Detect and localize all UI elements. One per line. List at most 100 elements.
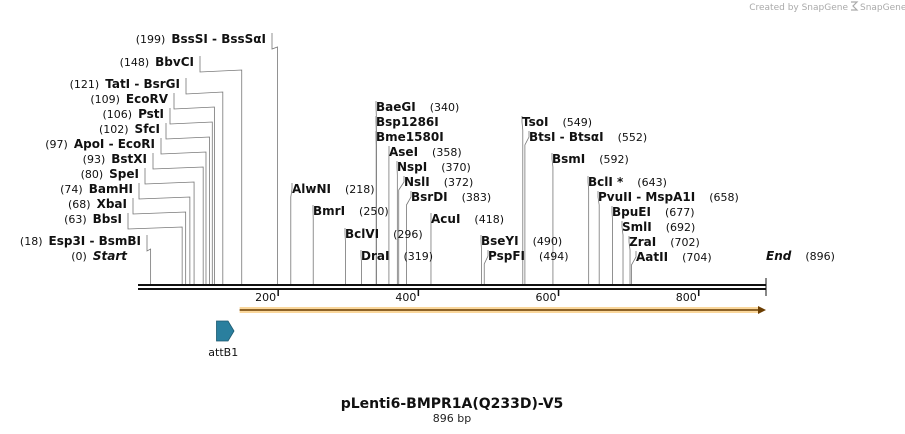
site-baegi[interactable]: BaeGI (340) [376,100,459,114]
site-name: BstXI [111,152,147,166]
map-title: pLenti6-BMPR1A(Q233D)-V5 [341,396,564,412]
site-alwni[interactable]: AlwNI (218) [292,182,375,196]
site-bsp1286i[interactable]: Bsp1286I [376,115,439,129]
site-nspi[interactable]: NspI (370) [397,160,471,174]
site-pspfi[interactable]: PspFI (494) [488,249,569,263]
site-position: (74) [60,183,83,196]
site-position: (319) [403,250,433,263]
site-asei[interactable]: AseI (358) [389,145,462,159]
orf-arrow[interactable] [239,306,766,314]
site-tati[interactable]: TatI - BsrGI (121) [70,77,180,91]
leader-esp3i [146,235,152,284]
site-name: Esp3I - BsmBI [49,234,141,248]
site-position: (552) [618,131,648,144]
site-position: (199) [136,33,166,46]
site-drai[interactable]: DraI (319) [361,249,433,263]
site-nsli[interactable]: NslI (372) [404,175,473,189]
site-position: (68) [68,198,91,211]
attb1-arrow-icon [216,320,235,342]
site-btsi[interactable]: BtsI - BtsαI (552) [529,130,647,144]
site-bclvi[interactable]: BclVI (296) [345,227,423,241]
leader-aatii [631,251,637,284]
site-esp3i[interactable]: Esp3I - BsmBI (18) [20,234,141,248]
site-position: (106) [102,108,132,121]
site-position: (102) [99,123,129,136]
site-bpuei[interactable]: BpuEI (677) [612,205,695,219]
map-length: 896 bp [433,412,471,425]
site-name: BbsI [93,212,122,226]
site-position: (490) [533,235,563,248]
site-position: (93) [83,153,106,166]
site-apoi[interactable]: ApoI - EcoRI (97) [45,137,155,151]
site-start[interactable]: Start (0) [71,249,128,263]
site-xbai[interactable]: XbaI (68) [68,197,127,211]
site-name: ZraI [629,235,656,249]
tick-label-800: 800 [676,291,697,304]
site-name: PspFI [488,249,525,263]
site-position: (63) [64,213,87,226]
site-position: (658) [709,191,739,204]
site-position: (704) [682,251,712,264]
site-position: (0) [71,250,87,263]
site-pvuii[interactable]: PvuII - MspA1I (658) [598,190,739,204]
leader-bsssi [271,33,278,284]
site-position: (121) [70,78,100,91]
leader-apoi [160,138,207,284]
site-name: Bme1580I [376,130,444,144]
site-name: PvuII - MspA1I [598,190,695,204]
leader-sfci [165,123,210,284]
tick-label-200: 200 [255,291,276,304]
leader-psti [169,108,213,284]
site-name: PstI [138,107,164,121]
site-name: NspI [397,160,427,174]
site-end[interactable]: End (896) [766,249,835,263]
leader-bpuei [611,206,613,284]
site-sfci[interactable]: SfcI (102) [99,122,160,136]
site-ecorv[interactable]: EcoRV (109) [90,92,168,106]
leader-bcli [587,176,590,284]
site-bsmi[interactable]: BsmI (592) [552,152,629,166]
site-spei[interactable]: SpeI (80) [81,167,139,181]
backbone [138,284,766,290]
site-bsrdi[interactable]: BsrDI (383) [411,190,491,204]
site-bstxi[interactable]: BstXI (93) [83,152,147,166]
site-name: ApoI - EcoRI [74,137,155,151]
site-smli[interactable]: SmlI (692) [622,220,695,234]
site-psti[interactable]: PstI (106) [102,107,164,121]
site-bsssi[interactable]: BssSI - BssSαI (199) [136,32,266,46]
site-leader-lines [127,33,767,296]
site-position: (702) [670,236,700,249]
leader-spei [144,168,195,284]
leader-nsli [398,176,405,284]
site-tsoi[interactable]: TsoI (549) [522,115,592,129]
leader-zrai [628,236,631,284]
site-bamhi[interactable]: BamHI (74) [60,182,133,196]
tick-label-600: 600 [536,291,557,304]
site-position: (372) [444,176,474,189]
site-name: BamHI [89,182,133,196]
attb1-feature[interactable]: attB1 [208,320,238,359]
site-zrai[interactable]: ZraI (702) [629,235,700,249]
site-bmri[interactable]: BmrI (250) [313,204,389,218]
site-bcli[interactable]: BclI * (643) [588,175,667,189]
site-name: SpeI [109,167,139,181]
site-position: (109) [90,93,120,106]
leader-xbai [132,198,187,284]
attb1-label: attB1 [208,346,238,359]
site-name: DraI [361,249,389,263]
site-labels: Start (0) Esp3I - BsmBI (18) BbsI (63) XbaI (68… [20,32,835,264]
site-aatii[interactable]: AatII (704) [636,250,712,264]
leader-bsmi [551,153,554,284]
site-acui[interactable]: AcuI (418) [431,212,504,226]
site-name: BclI * [588,175,624,189]
site-bbvci[interactable]: BbvCI (148) [120,55,194,69]
site-name: BsrDI [411,190,448,204]
site-bbsi[interactable]: BbsI (63) [64,212,122,226]
site-name: SfcI [135,122,160,136]
site-position: (80) [81,168,104,181]
site-bme1580i[interactable]: Bme1580I [376,130,444,144]
site-bseyi[interactable]: BseYI (490) [481,234,562,248]
leader-drai [360,250,362,284]
site-position: (677) [665,206,695,219]
site-position: (383) [462,191,492,204]
